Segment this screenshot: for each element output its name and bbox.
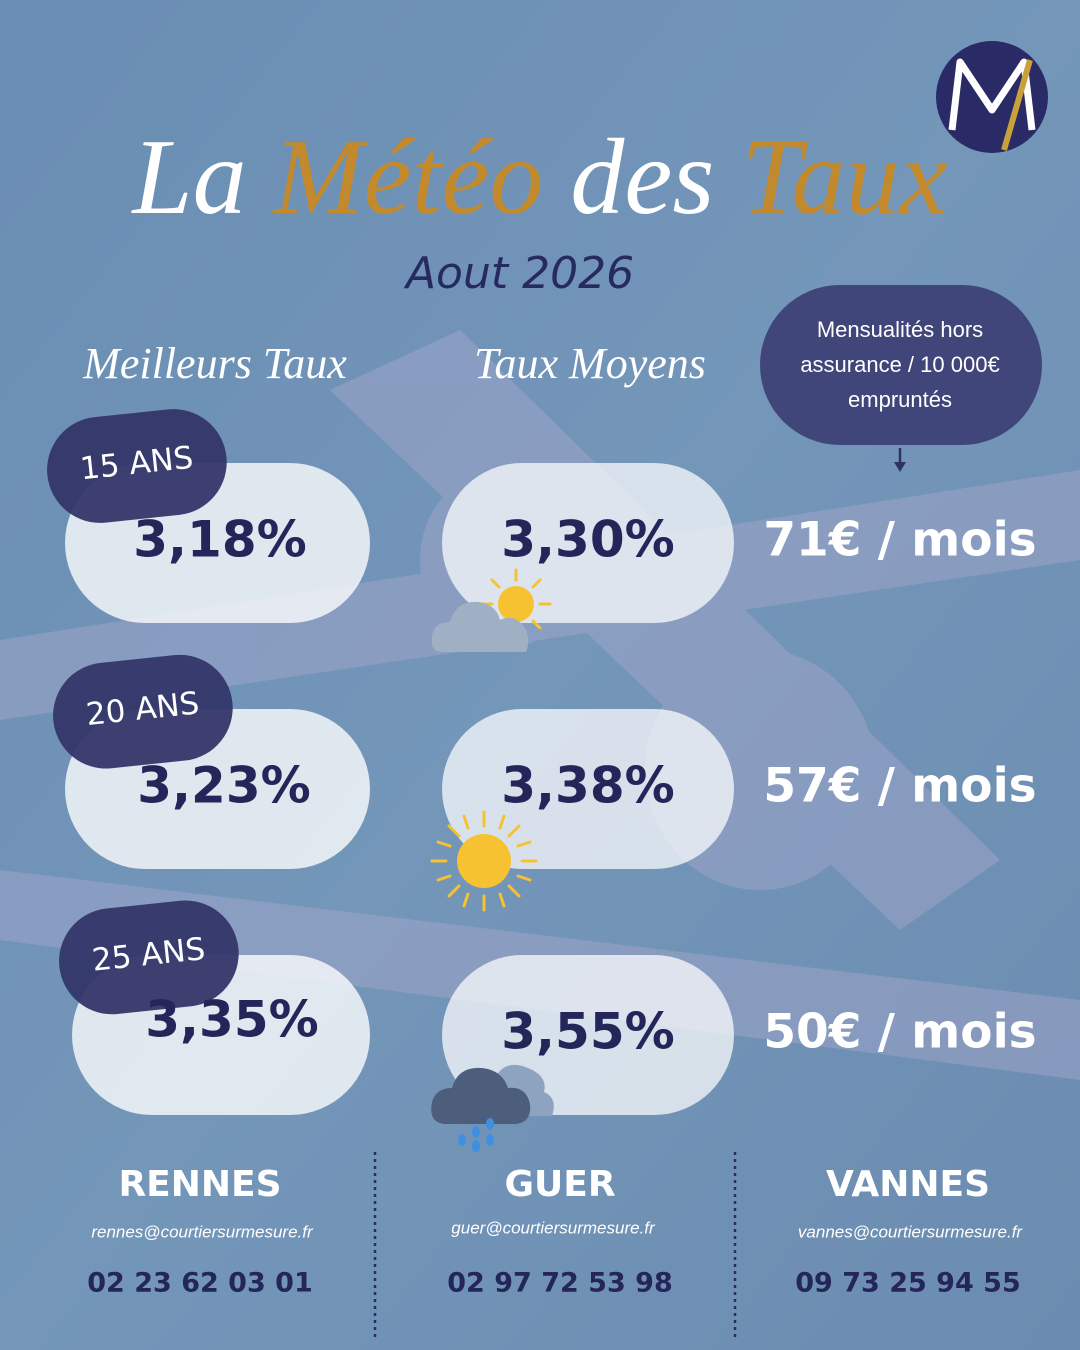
office-phone: 02 97 72 53 98	[447, 1268, 672, 1299]
column-header: empruntés	[848, 387, 952, 412]
average-rate: 3,38%	[501, 757, 674, 815]
average-rate: 3,55%	[501, 1003, 674, 1061]
office-city: RENNES	[118, 1164, 281, 1205]
monthly-payment: 50€ / mois	[763, 1005, 1036, 1060]
duration-tag-shape	[47, 409, 227, 523]
monthly-payment: 57€ / mois	[763, 759, 1036, 814]
logo	[936, 41, 1048, 153]
office-city: VANNES	[826, 1164, 990, 1205]
average-rate: 3,30%	[501, 511, 674, 569]
office-email: guer@courtiersurmesure.fr	[451, 1218, 656, 1237]
duration-tag: 15 ANS	[47, 409, 227, 523]
column-header: Mensualités hors	[817, 317, 983, 342]
duration-tag-shape	[59, 900, 239, 1015]
column-header-bubble	[760, 285, 1042, 445]
office-email: rennes@courtiersurmesure.fr	[91, 1222, 314, 1241]
column-header: Taux Moyens	[474, 339, 706, 388]
office-phone: 09 73 25 94 55	[795, 1268, 1020, 1299]
office: RENNES rennes@courtiersurmesure.fr 02 23 6…	[87, 1164, 314, 1299]
column-header: assurance / 10 000€	[800, 352, 999, 377]
duration-tag-shape	[53, 654, 233, 769]
subtitle: Aout 2026	[403, 248, 634, 299]
duration-tag: 25 ANS	[59, 900, 239, 1015]
office-city: GUER	[504, 1164, 615, 1205]
office-phone: 02 23 62 03 01	[87, 1268, 312, 1299]
weather-sun	[430, 810, 538, 912]
best-rate: 3,23%	[137, 757, 310, 815]
monthly-payment: 71€ / mois	[763, 513, 1036, 568]
offices: RENNES rennes@courtiersurmesure.fr 02 23 6…	[87, 1164, 1023, 1299]
weather-sun-cloud	[431, 568, 552, 652]
average-rate-pill	[442, 463, 734, 623]
office: VANNES vannes@courtiersurmesure.fr 09 73 2…	[795, 1164, 1023, 1299]
title-word: Météo	[272, 118, 544, 237]
arrow	[894, 448, 906, 472]
weather-rain	[431, 1064, 554, 1152]
duration-tag: 20 ANS	[53, 654, 233, 769]
best-rate: 3,18%	[133, 511, 306, 569]
title-word: La	[131, 118, 247, 237]
best-rate: 3,35%	[145, 991, 318, 1049]
column-header: Meilleurs Taux	[82, 339, 347, 388]
title-word: Taux	[741, 118, 947, 237]
office-email: vannes@courtiersurmesure.fr	[798, 1222, 1024, 1241]
title: La Météo des Taux	[131, 118, 948, 237]
title-word: des	[570, 118, 714, 237]
office: GUER guer@courtiersurmesure.fr 02 97 72 53…	[447, 1164, 672, 1299]
